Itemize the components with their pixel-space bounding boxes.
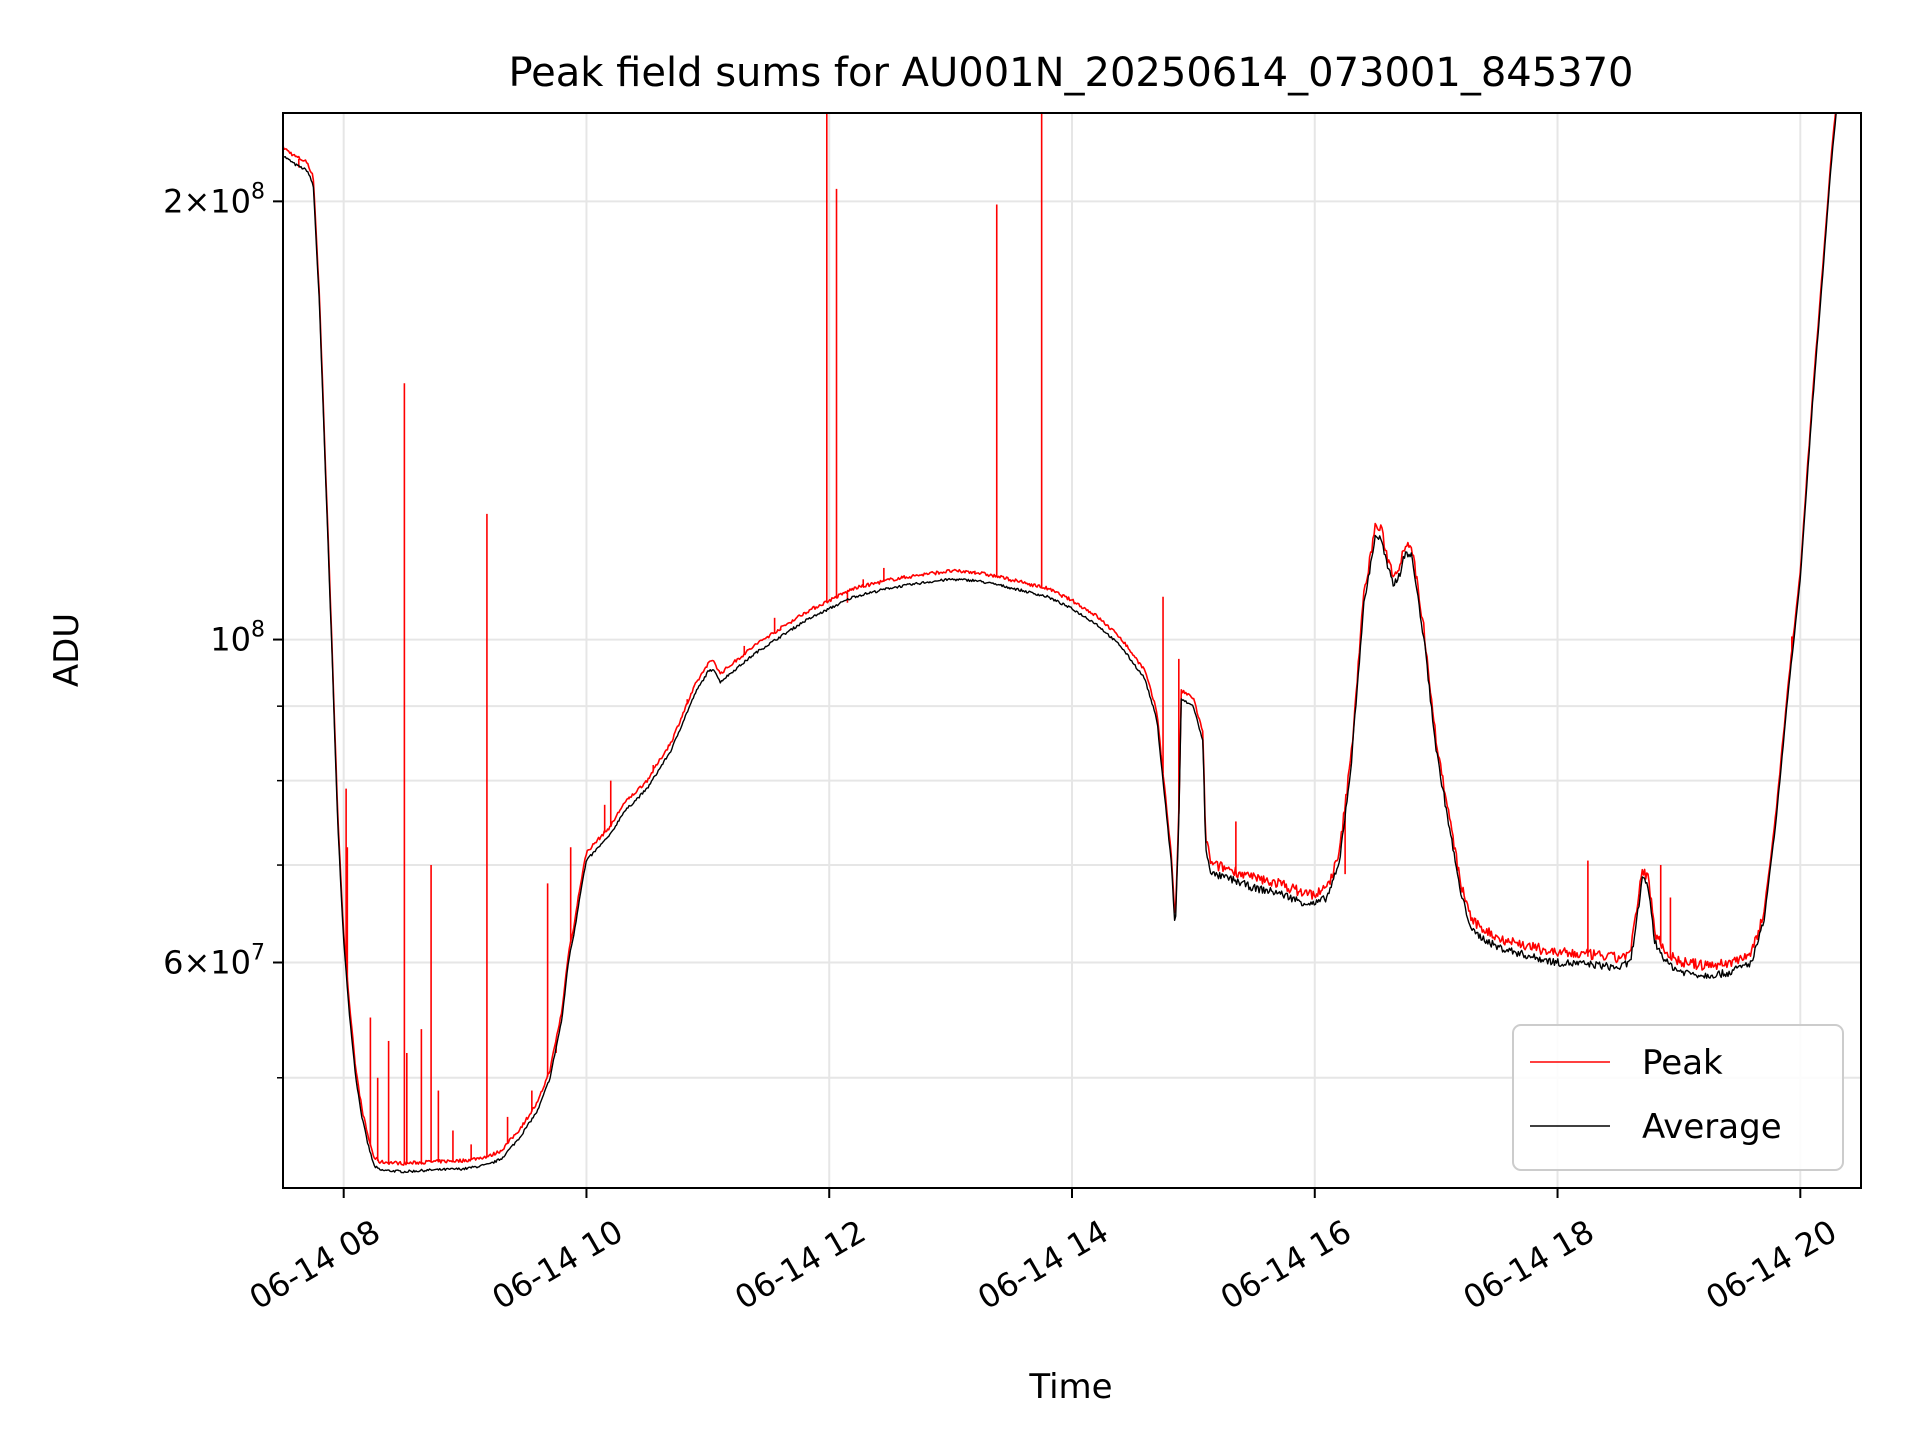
legend-label-peak: Peak: [1642, 1043, 1723, 1083]
y-axis: 6×107 108 2×108: [163, 179, 283, 1079]
plot-series: [283, 113, 1837, 1174]
y-tick-label: 108: [210, 618, 265, 659]
legend-label-average: Average: [1642, 1107, 1782, 1147]
legend: Peak Average: [1512, 1024, 1844, 1171]
y-tick-label: 2×108: [163, 179, 265, 220]
average-series-line: [283, 113, 1837, 1174]
x-axis-label: Time: [1028, 1367, 1112, 1407]
grid: [283, 113, 1861, 1188]
y-axis-label: ADU: [47, 613, 87, 687]
y-tick-label: 6×107: [163, 941, 265, 982]
peak-series-line: [283, 113, 1837, 1166]
chart-title: Peak field sums for AU001N_20250614_0730…: [508, 50, 1633, 96]
